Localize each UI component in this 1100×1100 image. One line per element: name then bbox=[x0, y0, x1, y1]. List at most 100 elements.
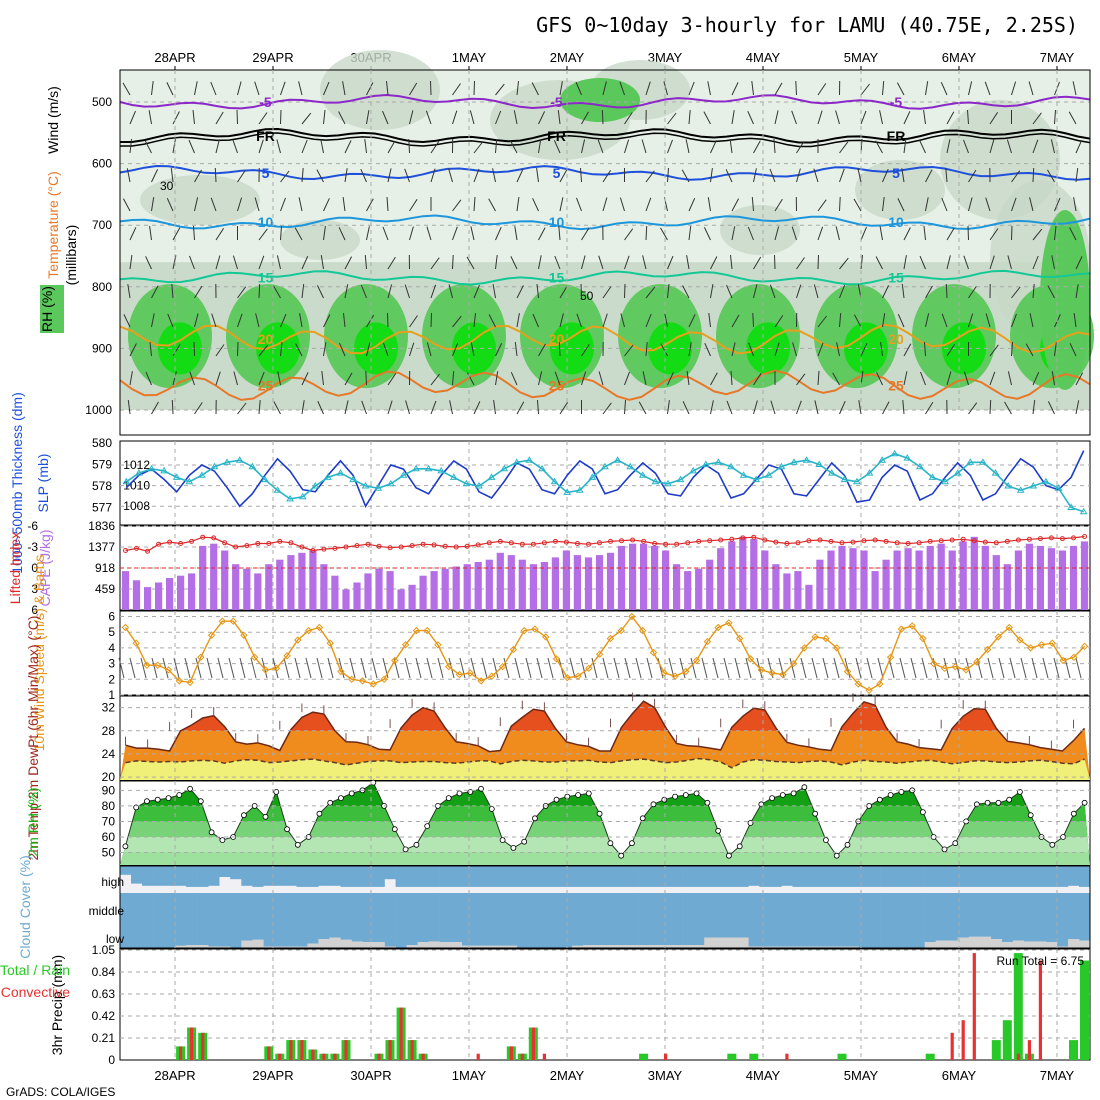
temperature-contour bbox=[119, 269, 1091, 286]
cape-bar bbox=[265, 564, 273, 610]
wind-barb bbox=[495, 110, 502, 125]
wind-barb bbox=[151, 285, 159, 299]
wind-speed-point bbox=[498, 662, 507, 671]
wind-barb bbox=[448, 168, 453, 183]
cloud-middle-bar bbox=[384, 893, 396, 948]
wind-barb bbox=[194, 285, 203, 299]
wind-barb-10m bbox=[855, 657, 862, 679]
wind-barb bbox=[365, 370, 367, 386]
wind-barb-10m bbox=[151, 657, 158, 679]
thickness-point bbox=[903, 454, 912, 461]
rh2m-axis-label: 2m RH (%) bbox=[25, 787, 41, 856]
cloud-high-bar bbox=[142, 866, 154, 886]
wind-barb-10m bbox=[723, 657, 730, 679]
precip-convective-bar bbox=[520, 1053, 524, 1060]
date-tick-bottom: 30APR bbox=[350, 1068, 391, 1083]
cloud-middle-bar bbox=[594, 893, 606, 948]
lifted-index-point bbox=[233, 544, 239, 550]
lifted-index-point bbox=[343, 544, 349, 550]
cloud-middle-bar bbox=[395, 893, 407, 948]
cloud-middle-bar bbox=[836, 893, 848, 948]
wind-barb bbox=[149, 226, 152, 241]
cloud-middle-bar bbox=[693, 893, 705, 948]
wind-barb bbox=[731, 314, 740, 328]
wind-barb bbox=[839, 141, 849, 154]
wind-barb bbox=[430, 257, 440, 270]
wind-barb bbox=[409, 315, 418, 328]
wind-speed-point bbox=[660, 669, 669, 677]
rh2m-point bbox=[532, 815, 538, 822]
lifted-index-point bbox=[861, 538, 867, 544]
cloud-low-bar bbox=[616, 945, 628, 948]
thickness-point bbox=[424, 464, 433, 472]
wind-barb bbox=[645, 170, 655, 183]
wind-barb bbox=[619, 81, 625, 96]
wind-barb bbox=[860, 226, 867, 241]
wind-barb bbox=[710, 284, 714, 299]
wind-barb bbox=[581, 255, 586, 270]
rh2m-point bbox=[920, 809, 926, 815]
lifted-index-point bbox=[597, 540, 602, 546]
wind-barb bbox=[495, 343, 503, 357]
precip-convective-bar bbox=[961, 1020, 965, 1060]
wind-speed-point bbox=[261, 666, 270, 674]
lifted-index-point bbox=[376, 543, 382, 549]
rh2m-point bbox=[434, 803, 441, 809]
cloud-low-bar bbox=[241, 940, 253, 948]
wind-speed-point bbox=[1005, 623, 1013, 632]
wind-barb bbox=[430, 373, 440, 386]
thickness-point bbox=[550, 477, 559, 485]
wind-barb bbox=[989, 112, 999, 125]
thickness-point bbox=[160, 466, 168, 474]
wind-barb bbox=[860, 110, 867, 125]
precip-total-bar bbox=[1002, 1020, 1012, 1060]
wind-speed-point bbox=[337, 667, 345, 676]
wind-barb-10m bbox=[525, 657, 532, 679]
wind-barb bbox=[835, 226, 840, 241]
wind-barb bbox=[1029, 197, 1034, 212]
wind-barb bbox=[1054, 109, 1056, 125]
wind-barb bbox=[730, 370, 733, 386]
wind-barb bbox=[642, 255, 647, 270]
thickness-point bbox=[1016, 486, 1025, 493]
wind-barb bbox=[624, 399, 626, 415]
wind-barb-10m bbox=[679, 657, 686, 679]
cloud-low-bar bbox=[1023, 941, 1036, 948]
thickness-point bbox=[827, 469, 836, 476]
cape-bar bbox=[981, 545, 989, 610]
wind-barb bbox=[753, 140, 761, 154]
wind-barb bbox=[919, 255, 926, 270]
cloud-middle-bar bbox=[726, 893, 738, 948]
cape-bar bbox=[276, 559, 284, 610]
wind-speed-point bbox=[908, 622, 916, 630]
wind-barb bbox=[514, 342, 518, 357]
wind-speed-point bbox=[391, 656, 399, 665]
precip-convective-bar bbox=[179, 1046, 183, 1060]
wind-speed-point bbox=[283, 652, 291, 660]
rh2m-point bbox=[693, 790, 700, 797]
cloud-middle-bar bbox=[704, 893, 716, 948]
cloud-middle-bar bbox=[362, 893, 374, 948]
precip-convective-bar bbox=[399, 1007, 403, 1060]
thickness-point bbox=[449, 473, 458, 480]
lifted-index-point bbox=[784, 541, 790, 546]
wind-speed-point bbox=[1070, 653, 1078, 662]
wind-barb bbox=[795, 80, 797, 96]
cape-bar bbox=[199, 545, 207, 610]
cloud-middle-bar bbox=[428, 893, 440, 948]
lifted-index-point bbox=[586, 541, 591, 547]
cloud-middle-bar bbox=[759, 893, 771, 948]
precip-tick-label: 0.63 bbox=[92, 987, 116, 1001]
wind-barb-10m bbox=[591, 657, 598, 679]
contour-label: 15 bbox=[888, 270, 904, 286]
cloud-low-bar bbox=[362, 942, 374, 948]
cloud-high-bar bbox=[351, 866, 363, 887]
wind-barb bbox=[317, 400, 324, 415]
wind-barb bbox=[581, 344, 590, 357]
wind-barb bbox=[598, 371, 604, 386]
wind-barb bbox=[129, 371, 133, 386]
cloud-high-bar bbox=[1056, 866, 1069, 887]
wind-barb bbox=[473, 284, 480, 299]
wind-barb bbox=[129, 255, 133, 270]
cloud-middle-bar bbox=[902, 893, 914, 948]
